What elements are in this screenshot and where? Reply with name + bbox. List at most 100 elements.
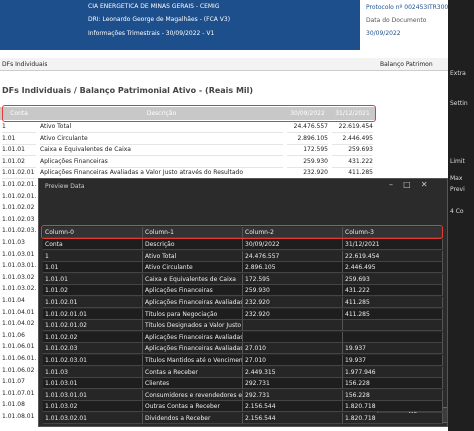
grid-header: Column-2 xyxy=(243,227,343,238)
dri: DRI: Leonardo George de Magalhães - (FCA… xyxy=(88,16,231,23)
grid-cell: 30/09/2022 xyxy=(243,239,343,250)
table-cell: 431.222 xyxy=(332,156,373,168)
grid-cell: Clientes xyxy=(143,378,243,390)
grid-cell: 1.01.01 xyxy=(43,273,143,285)
grid-cell: 1.01.03.01.01 xyxy=(43,389,143,401)
account-code: 1.01.02.03 xyxy=(2,215,35,223)
table-cell: 22.619.454 xyxy=(332,121,373,133)
preview-dialog: Preview Data – □ ✕ OK Column-0Column-1Co… xyxy=(38,178,448,427)
table-cell: 1.01.01 xyxy=(2,144,36,157)
grid-cell: 2.156.544 xyxy=(243,413,343,424)
grid-cell: 172.595 xyxy=(243,273,343,285)
grid-cell: 411.285 xyxy=(343,297,443,308)
company: CIA ENERGETICA DE MINAS GERAIS - CEMIG xyxy=(88,3,220,10)
grid-cell: 19.937 xyxy=(343,343,443,355)
grid-cell: Dividendos a Receber xyxy=(143,413,243,424)
grid-cell: 1 xyxy=(43,250,143,262)
grid-cell: 1.01.02.03 xyxy=(43,343,143,355)
date: 30/09/2022 xyxy=(366,30,401,37)
date-label: Data do Documento xyxy=(366,17,427,24)
grid-cell: 2.896.105 xyxy=(243,262,343,274)
info: Informações Trimestrais - 30/09/2022 - V… xyxy=(88,30,215,37)
grid-cell: 19.937 xyxy=(343,355,443,366)
column-header: 30/09/2022 xyxy=(285,107,330,120)
account-code: 1.01.02.03.01 xyxy=(2,227,36,235)
report-title: DFs Individuais / Balanço Patrimonial At… xyxy=(2,86,254,95)
side-label: Extra xyxy=(450,70,466,77)
account-code: 1.01.06.02 xyxy=(2,366,35,374)
grid-cell: 27.010 xyxy=(243,343,343,355)
table-cell: Aplicações Financeiras xyxy=(40,156,283,168)
grid-cell: 2.446.495 xyxy=(343,262,443,274)
account-code: 1.01.03.01 xyxy=(2,250,35,258)
grid-cell: 1.01.03 xyxy=(43,366,143,378)
grid-cell: Títulos Designados a Valor Justo xyxy=(143,320,243,332)
grid-cell: Ativo Total xyxy=(143,250,243,262)
column-header: 31/12/2021 xyxy=(330,107,375,120)
grid-cell: 1.820.718 xyxy=(343,413,443,424)
grid-cell xyxy=(343,331,443,343)
table-cell: 259.693 xyxy=(332,144,373,157)
grid-cell: 22.619.454 xyxy=(343,250,443,262)
grid-cell: 2.449.315 xyxy=(243,366,343,378)
column-header: Descrição xyxy=(38,107,285,120)
window-controls[interactable]: – □ ✕ xyxy=(389,180,428,189)
grid-cell: Aplicações Financeiras Avaliadas a V xyxy=(143,331,243,343)
grid-cell: Consumidores e revendedores e con xyxy=(143,389,243,401)
account-code: 1.01.06.01 xyxy=(2,343,35,351)
grid-cell: Contas a Receber xyxy=(143,366,243,378)
account-code: 1.01.03.02.01 xyxy=(2,285,36,293)
highlight xyxy=(2,105,376,122)
account-code: 1.01.02.02 xyxy=(2,204,35,212)
table-cell: 1.01.02 xyxy=(2,156,36,168)
table-cell: Caixa e Equivalentes de Caixa xyxy=(40,144,283,157)
dialog-title: Preview Data xyxy=(45,183,85,190)
protocol-panel: Protocolo nº 002453ITR300920 Data do Doc… xyxy=(362,0,448,50)
table-cell: 24.476.557 xyxy=(287,121,328,133)
grid-cell: 156.228 xyxy=(343,389,443,401)
grid-header: Column-0 xyxy=(43,227,143,238)
account-code: 1.01.07 xyxy=(2,378,25,386)
side-label: Max xyxy=(450,175,463,182)
table-cell: 2.896.105 xyxy=(287,133,328,145)
account-code: 1.01.02.01.01 xyxy=(2,181,36,188)
grid-cell: Outras Contas a Receber xyxy=(143,401,243,413)
side-panel: Extra Settin Limit Max Previ 4 Co xyxy=(448,0,474,431)
grid-cell: 232.920 xyxy=(243,308,343,320)
toolbar-right[interactable]: Balanço Patrimon xyxy=(380,61,433,68)
account-code: 1.01.03 xyxy=(2,239,25,246)
protocol-number: Protocolo nº 002453ITR300920 xyxy=(366,4,448,11)
grid-cell: 1.01.02.01.02 xyxy=(43,320,143,332)
grid-cell: Caixa e Equivalentes de Caixa xyxy=(143,273,243,285)
grid-cell: 24.476.557 xyxy=(243,250,343,262)
grid-cell: 431.222 xyxy=(343,285,443,297)
grid-cell: 2.156.544 xyxy=(243,401,343,413)
grid-cell: 27.010 xyxy=(243,355,343,366)
grid-cell: 1.01.02.01 xyxy=(43,297,143,308)
grid-cell: Aplicações Financeiras xyxy=(143,285,243,297)
table-cell: 172.595 xyxy=(287,144,328,157)
account-code: 1.01.04.01 xyxy=(2,308,35,316)
side-label: Previ xyxy=(450,186,465,193)
grid-cell xyxy=(243,320,343,332)
account-code: 1.01.04 xyxy=(2,297,25,304)
account-code: 1.01.07.01 xyxy=(2,389,35,397)
account-code: 1.01.06 xyxy=(2,331,25,339)
grid-cell: 1.820.718 xyxy=(343,401,443,413)
grid-cell: 259.693 xyxy=(343,273,443,285)
grid-cell xyxy=(243,331,343,343)
grid-header: Column-1 xyxy=(143,227,243,238)
grid-cell xyxy=(343,320,443,332)
account-code: 1.01.03.02 xyxy=(2,273,35,281)
toolbar-left: DFs Individuais xyxy=(2,61,48,68)
grid-cell: 292.731 xyxy=(243,378,343,390)
side-label: Limit xyxy=(450,158,465,165)
grid-cell: 1.01.02.03.01 xyxy=(43,355,143,366)
grid-cell: 1.01.02 xyxy=(43,285,143,297)
grid-cell: 1.01.03.01 xyxy=(43,378,143,390)
table-cell: Ativo Circulante xyxy=(40,133,283,145)
header-bar: CIA ENERGETICA DE MINAS GERAIS - CEMIG D… xyxy=(0,0,360,50)
side-label: 4 Co xyxy=(450,208,464,215)
grid-cell: 1.977.946 xyxy=(343,366,443,378)
